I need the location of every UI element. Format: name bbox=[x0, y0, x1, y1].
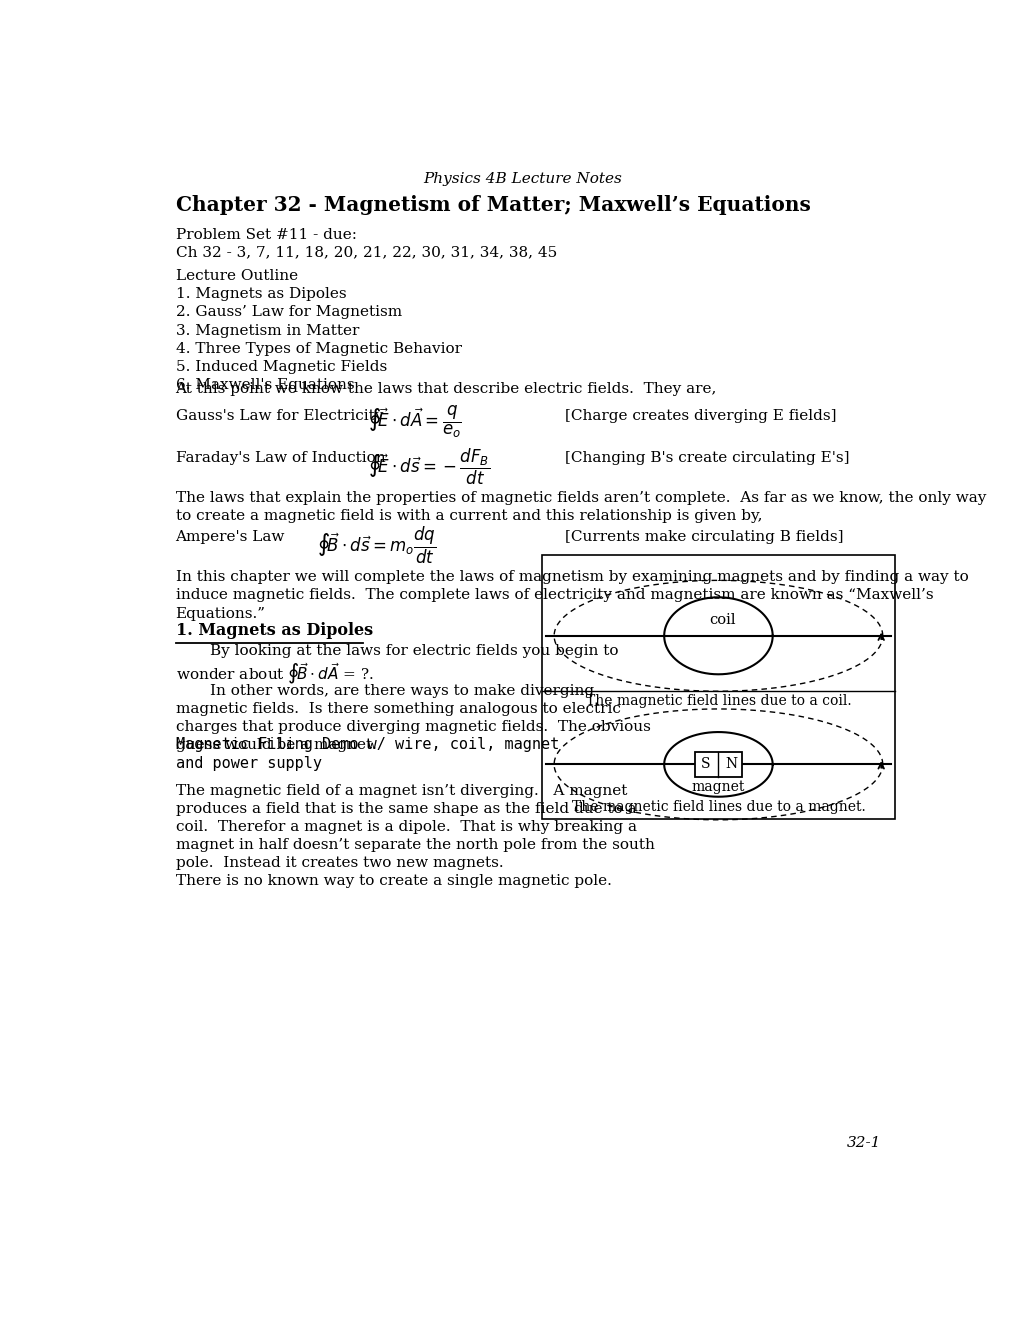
Text: In other words, are there ways to make diverging: In other words, are there ways to make d… bbox=[210, 684, 594, 697]
Text: charges that produce diverging magnetic fields.  The obvious: charges that produce diverging magnetic … bbox=[175, 719, 650, 734]
Text: coil.  Therefor a magnet is a dipole.  That is why breaking a: coil. Therefor a magnet is a dipole. Tha… bbox=[175, 820, 636, 834]
Text: Ch 32 - 3, 7, 11, 18, 20, 21, 22, 30, 31, 34, 38, 45: Ch 32 - 3, 7, 11, 18, 20, 21, 22, 30, 31… bbox=[175, 246, 556, 260]
Text: The magnetic field lines due to a coil.: The magnetic field lines due to a coil. bbox=[585, 694, 851, 709]
Text: Chapter 32 - Magnetism of Matter; Maxwell’s Equations: Chapter 32 - Magnetism of Matter; Maxwel… bbox=[175, 195, 810, 215]
Text: magnet in half doesn’t separate the north pole from the south: magnet in half doesn’t separate the nort… bbox=[175, 838, 654, 851]
Text: [Charge creates diverging E fields]: [Charge creates diverging E fields] bbox=[565, 409, 836, 422]
Text: produces a field that is the same shape as the field due to a: produces a field that is the same shape … bbox=[175, 801, 636, 816]
Text: Faraday's Law of Induction: Faraday's Law of Induction bbox=[175, 451, 385, 465]
Text: Magnetic Filing Demo w/ wire, coil, magnet: Magnetic Filing Demo w/ wire, coil, magn… bbox=[175, 738, 558, 752]
Text: and power supply: and power supply bbox=[175, 755, 321, 771]
Text: pole.  Instead it creates two new magnets.: pole. Instead it creates two new magnets… bbox=[175, 857, 502, 870]
Text: Ampere's Law: Ampere's Law bbox=[175, 529, 284, 544]
Text: wonder about $\oint\!\vec{B}\cdot d\vec{A}$ = ?.: wonder about $\oint\!\vec{B}\cdot d\vec{… bbox=[175, 661, 373, 686]
Text: 1. Magnets as Dipoles: 1. Magnets as Dipoles bbox=[175, 622, 372, 639]
Text: $\oint\!\vec{E}\cdot d\vec{A} = \dfrac{q}{e_o}$: $\oint\!\vec{E}\cdot d\vec{A} = \dfrac{q… bbox=[368, 404, 462, 441]
Text: By looking at the laws for electric fields you begin to: By looking at the laws for electric fiel… bbox=[210, 644, 619, 657]
Text: S: S bbox=[700, 756, 709, 771]
Text: to create a magnetic field is with a current and this relationship is given by,: to create a magnetic field is with a cur… bbox=[175, 510, 761, 523]
Text: In this chapter we will complete the laws of magnetism by examining magnets and : In this chapter we will complete the law… bbox=[175, 570, 967, 585]
Text: 3. Magnetism in Matter: 3. Magnetism in Matter bbox=[175, 323, 359, 338]
Text: $\oint\!\vec{E}\cdot d\vec{s} = -\dfrac{dF_B}{dt}$: $\oint\!\vec{E}\cdot d\vec{s} = -\dfrac{… bbox=[368, 446, 490, 487]
Text: Physics 4B Lecture Notes: Physics 4B Lecture Notes bbox=[423, 173, 622, 186]
Text: 5. Induced Magnetic Fields: 5. Induced Magnetic Fields bbox=[175, 360, 386, 374]
Text: 4. Three Types of Magnetic Behavior: 4. Three Types of Magnetic Behavior bbox=[175, 342, 462, 355]
Text: Problem Set #11 - due:: Problem Set #11 - due: bbox=[175, 227, 357, 242]
Text: Equations.”: Equations.” bbox=[175, 607, 265, 620]
Text: 32-1: 32-1 bbox=[846, 1137, 880, 1150]
Text: The magnetic field of a magnet isn’t diverging.   A magnet: The magnetic field of a magnet isn’t div… bbox=[175, 784, 627, 797]
Text: 6. Maxwell's Equations: 6. Maxwell's Equations bbox=[175, 378, 354, 392]
Bar bbox=[541, 554, 894, 818]
Text: N: N bbox=[725, 756, 737, 771]
Text: guess would be a magnet.: guess would be a magnet. bbox=[175, 738, 376, 752]
Text: [Currents make circulating B fields]: [Currents make circulating B fields] bbox=[565, 529, 843, 544]
Text: There is no known way to create a single magnetic pole.: There is no known way to create a single… bbox=[175, 875, 610, 888]
Text: magnetic fields.  Is there something analogous to electric: magnetic fields. Is there something anal… bbox=[175, 702, 620, 715]
Text: At this point we know the laws that describe electric fields.  They are,: At this point we know the laws that desc… bbox=[175, 381, 716, 396]
Text: $\oint\!\vec{B}\cdot d\vec{s} = m_o\dfrac{dq}{dt}$: $\oint\!\vec{B}\cdot d\vec{s} = m_o\dfra… bbox=[317, 525, 436, 566]
Text: 2. Gauss’ Law for Magnetism: 2. Gauss’ Law for Magnetism bbox=[175, 305, 401, 319]
Text: coil: coil bbox=[708, 612, 735, 627]
Text: The laws that explain the properties of magnetic fields aren’t complete.  As far: The laws that explain the properties of … bbox=[175, 491, 985, 506]
Text: 1. Magnets as Dipoles: 1. Magnets as Dipoles bbox=[175, 288, 345, 301]
Text: Lecture Outline: Lecture Outline bbox=[175, 269, 298, 284]
Text: The magnetic field lines due to a magnet.: The magnetic field lines due to a magnet… bbox=[571, 800, 864, 814]
Text: Gauss's Law for Electricity: Gauss's Law for Electricity bbox=[175, 409, 382, 422]
Text: induce magnetic fields.  The complete laws of electricity and magnetism are know: induce magnetic fields. The complete law… bbox=[175, 589, 932, 602]
Text: [Changing B's create circulating E's]: [Changing B's create circulating E's] bbox=[565, 451, 849, 465]
Text: magnet: magnet bbox=[691, 780, 745, 793]
Bar bbox=[695, 752, 741, 776]
